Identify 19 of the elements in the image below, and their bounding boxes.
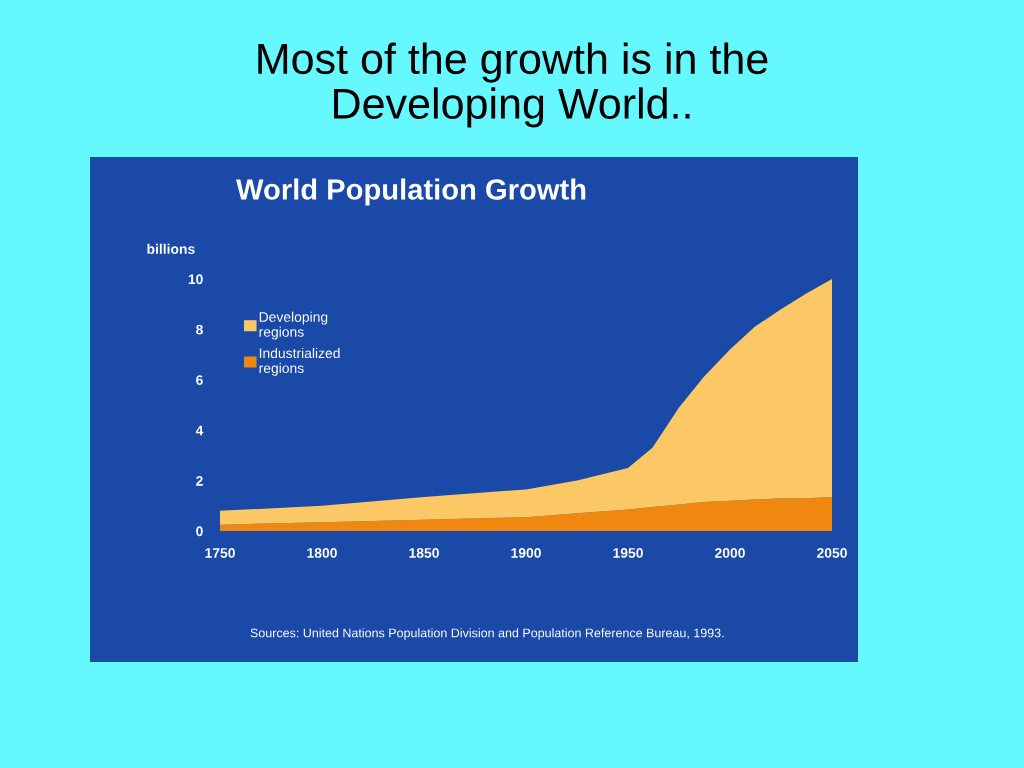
x-tick-label: 2000 [715,548,745,558]
y-tick-label: 4 [195,425,204,436]
chart-subtitle: World Population Growth [236,178,586,206]
chart-title: Most of the growth is in the Developing World.. [258,42,768,128]
y-tick-label: 8 [196,324,203,335]
y-tick-label: 10 [188,274,203,285]
x-tick-label: 1800 [307,548,337,558]
y-axis-title: billions [147,243,195,254]
source-note: Sources: United Nations Population Division and Population Reference Bureau, 1993. [250,628,724,640]
x-tick-label: 1950 [613,548,643,558]
x-tick-label: 1750 [205,548,235,558]
y-tick-label: 2 [196,475,203,486]
legend-label: Developing regions [259,311,328,340]
x-tick-label: 2050 [817,548,847,558]
legend-label: Industrialized regions [259,347,340,376]
y-tick-label: 6 [196,375,203,385]
x-tick-label: 1900 [511,548,541,558]
x-tick-label: 1850 [409,548,439,558]
y-tick-label: 0 [196,526,203,537]
